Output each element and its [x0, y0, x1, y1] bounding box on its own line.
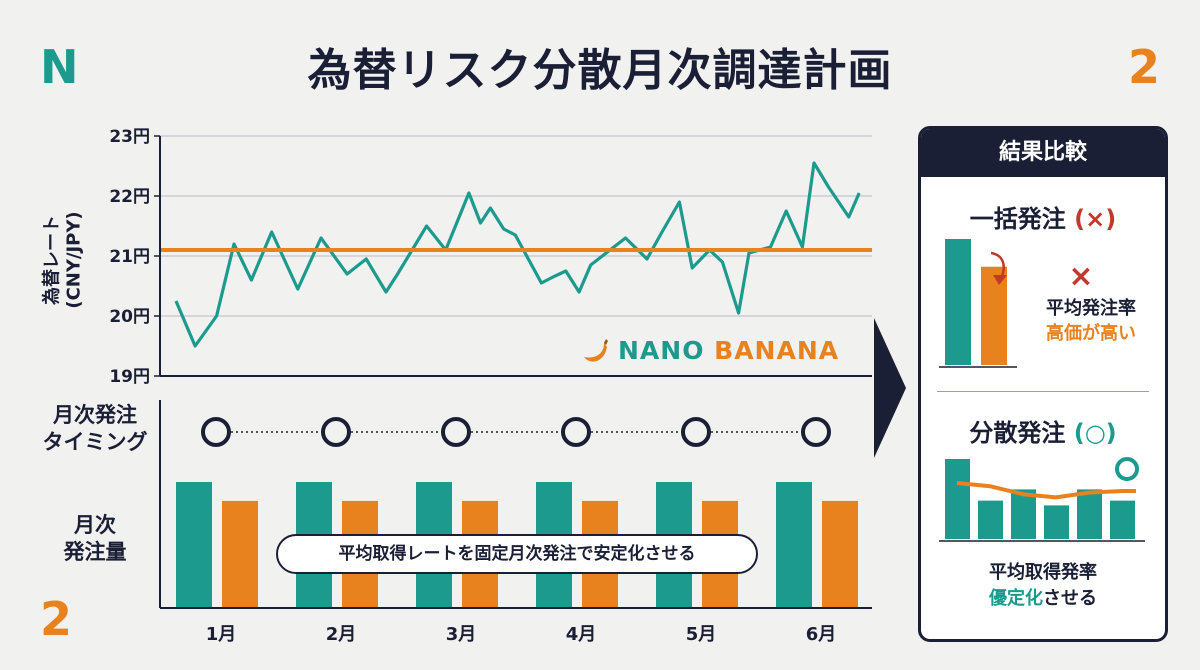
timing-row-label: 月次発注 タイミング: [30, 402, 160, 456]
results-panel-title: 結果比較: [921, 129, 1165, 177]
y-tick-label: 22円: [109, 187, 150, 207]
dist-text-2a: 優定化: [989, 588, 1043, 609]
gridlines: [160, 135, 872, 317]
arrow-right-icon: [874, 318, 906, 458]
dist-text-2: 優定化させる: [921, 587, 1165, 611]
dist-bar-6: [1110, 500, 1135, 539]
page-title: 為替リスク分散月次調達計画: [307, 45, 893, 96]
x-tick-label-3: 3月: [445, 624, 477, 645]
dist-bar-1: [945, 459, 970, 539]
brand-watermark: NANO BANANA: [580, 330, 839, 370]
timing-circle-3: [441, 417, 471, 447]
brand-text-part2: BANANA: [714, 335, 840, 365]
quantity-label-line1: 月次: [74, 513, 116, 537]
lump-title-text: 一括発注: [969, 205, 1066, 233]
lump-text-1: 平均発注率: [1046, 298, 1136, 319]
dist-title-text: 分散発注: [969, 419, 1066, 447]
teal-bar-1: [176, 482, 212, 608]
x-tick-label-4: 4月: [565, 624, 597, 645]
dist-mini-chart: [939, 457, 1145, 542]
dist-bar-2: [978, 500, 1003, 539]
brand-text-part1: NANO: [618, 335, 715, 365]
orange-bar-1: [222, 500, 258, 608]
corner-number-bottom-left: 2: [40, 592, 73, 646]
lump-mini-chart: [939, 239, 1017, 368]
green-circle-icon: [1115, 457, 1139, 481]
results-panel: 結果比較 一括発注 (×) × 平均発注率 高価が高い 分散発注 (○) 平均取…: [918, 126, 1168, 642]
teal-bar-6: [776, 482, 812, 608]
exchange-rate-line: [174, 161, 861, 348]
brand-text: NANO BANANA: [618, 336, 839, 365]
x-tick-label-6: 6月: [805, 624, 837, 645]
lump-bar-1: [945, 239, 971, 365]
corner-logo-top-left: N: [40, 40, 79, 94]
line-series: [160, 161, 872, 348]
dist-bar-3: [1011, 489, 1036, 539]
x-tick-label-2: 2月: [325, 624, 357, 645]
x-tick-label-5: 5月: [685, 624, 717, 645]
dist-text-2b: させる: [1043, 588, 1097, 609]
timing-circle-5: [681, 417, 711, 447]
dist-avg-line: [956, 481, 1136, 500]
note-pill: 平均取得レートを固定月次発注で安定化させる: [276, 534, 758, 574]
y-tick-label: 19円: [109, 367, 150, 387]
dist-bar-5: [1077, 489, 1102, 539]
y-tick-label: 20円: [109, 307, 150, 327]
orange-bar-6: [822, 500, 858, 608]
dist-title-mark: (○): [1073, 419, 1117, 447]
timing-row: [201, 417, 831, 447]
panel-divider: [937, 391, 1149, 392]
quantity-label-line2: 発注量: [63, 539, 127, 564]
timing-label-line1: 月次発注: [53, 403, 137, 427]
axes: [159, 136, 872, 609]
corner-number-top-right: 2: [1128, 40, 1161, 94]
timing-circle-1: [201, 417, 231, 447]
timing-circle-6: [801, 417, 831, 447]
dist-title: 分散発注 (○): [921, 413, 1165, 448]
lump-title-mark: (×): [1074, 205, 1117, 233]
dist-bars: [939, 459, 1145, 542]
banana-icon: [584, 339, 608, 362]
timing-circle-2: [321, 417, 351, 447]
dist-text-1: 平均取得発率: [989, 562, 1097, 583]
lump-title: 一括発注 (×): [921, 199, 1165, 234]
quantity-row-label: 月次 発注量: [30, 512, 160, 566]
x-tick-label-1: 1月: [205, 624, 237, 645]
down-arrow-head-icon: [993, 275, 1007, 285]
y-tick-label: 21円: [109, 247, 150, 267]
lump-bars: [939, 239, 1017, 368]
timing-circle-4: [561, 417, 591, 447]
y-tick-label: 23円: [109, 127, 150, 147]
lump-x-mark: ×: [1068, 259, 1094, 294]
lump-bar-2: [981, 266, 1007, 365]
y-tick-labels: 19円 20円 21円 22円 23円: [109, 127, 160, 387]
lump-text-2: 高価が高い: [1046, 323, 1136, 344]
timing-label-line2: タイミング: [42, 429, 148, 454]
dist-bar-4: [1044, 505, 1069, 539]
